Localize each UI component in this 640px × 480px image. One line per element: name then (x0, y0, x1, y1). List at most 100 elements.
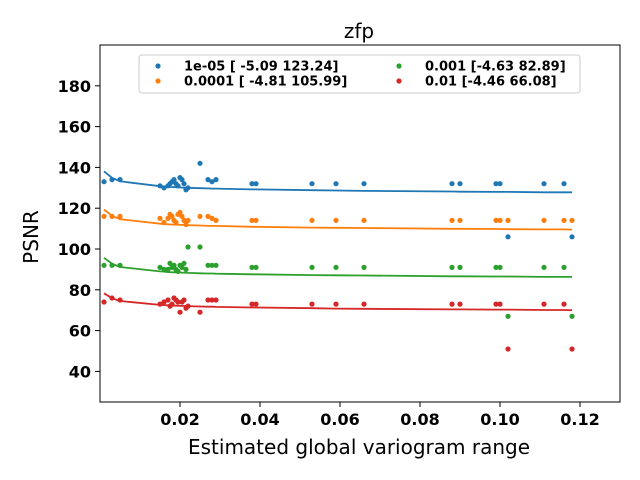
axes: 0.02 0.04 0.06 0.08 0.10 0.12 40 60 80 100 120 140 1… (58, 44, 621, 429)
legend-entry-1: 0.0001 [ -4.81 105.99] (155, 75, 347, 90)
data-point (185, 244, 191, 250)
y-tick-label: 80 (69, 281, 91, 300)
x-tick-label: 0.08 (400, 410, 439, 429)
data-point (253, 217, 259, 223)
data-point (505, 346, 511, 352)
data-point (101, 179, 107, 185)
data-point (109, 177, 115, 183)
data-point (175, 299, 181, 305)
data-point (361, 181, 367, 187)
chart-title: zfp (344, 19, 374, 43)
data-point (209, 215, 215, 221)
data-point (177, 209, 183, 215)
data-point (457, 217, 463, 223)
data-point (157, 183, 163, 189)
y-tick-label: 160 (58, 118, 91, 137)
data-point (333, 264, 339, 270)
data-point (569, 346, 575, 352)
x-tick-label: 0.04 (240, 410, 279, 429)
data-point (165, 215, 171, 221)
data-point (541, 181, 547, 187)
data-point (109, 295, 115, 301)
data-point (253, 264, 259, 270)
plot-frame (99, 44, 621, 403)
data-point (173, 219, 179, 226)
data-point (165, 266, 171, 272)
data-point (505, 217, 511, 223)
x-tick-label: 0.12 (560, 410, 599, 429)
data-point (309, 181, 315, 187)
data-point (175, 268, 181, 274)
series-2 (101, 244, 575, 319)
data-point (117, 213, 123, 219)
data-point (157, 301, 163, 307)
legend-marker (155, 78, 161, 84)
x-tick-label: 0.02 (160, 410, 199, 429)
legend-marker (155, 63, 161, 69)
data-point (505, 313, 511, 319)
data-point (449, 264, 455, 270)
series-3 (101, 292, 575, 352)
data-point (171, 177, 177, 183)
data-point (205, 262, 211, 268)
data-point (179, 213, 185, 219)
data-point (175, 183, 181, 189)
data-point (181, 260, 187, 266)
data-point (493, 301, 499, 307)
data-point (205, 213, 211, 219)
data-point (209, 297, 215, 303)
data-point (249, 264, 255, 270)
y-tick-label: 120 (58, 199, 91, 218)
data-point (569, 217, 575, 223)
y-tick-label: 100 (58, 240, 91, 259)
y-tick-label: 140 (58, 158, 91, 177)
data-point (505, 234, 511, 240)
data-point (169, 213, 175, 219)
data-point (561, 217, 567, 223)
data-point (457, 181, 463, 187)
series-1 (101, 208, 575, 231)
data-point (309, 217, 315, 223)
data-point (157, 264, 163, 270)
x-tick-label: 0.06 (320, 410, 359, 429)
legend-box (138, 54, 581, 94)
fit-line-2 (103, 257, 572, 278)
x-axis-label: Estimated global variogram range (188, 435, 530, 459)
data-point (109, 213, 115, 219)
data-point (209, 179, 215, 185)
data-point (561, 264, 567, 270)
data-point (117, 297, 123, 303)
data-point (117, 262, 123, 268)
data-point (197, 309, 203, 315)
data-point (181, 297, 187, 303)
data-point (361, 301, 367, 307)
data-point (205, 177, 211, 183)
data-point (197, 244, 203, 250)
data-point (457, 264, 463, 270)
data-point (197, 160, 203, 166)
data-point (183, 266, 189, 272)
data-point (253, 301, 259, 307)
data-point (249, 217, 255, 223)
data-point (497, 264, 503, 270)
fit-line-1 (103, 208, 573, 231)
data-point (493, 181, 499, 187)
legend-entry-0: 1e-05 [ -5.09 123.24] (155, 60, 338, 75)
data-point (185, 217, 191, 223)
data-point (457, 301, 463, 307)
data-point (161, 219, 167, 226)
legend-label: 1e-05 [ -5.09 123.24] (184, 60, 338, 75)
data-point (181, 217, 187, 223)
data-point (569, 234, 575, 240)
data-point (333, 301, 339, 307)
legend-label: 0.01 [-4.46 66.08] (425, 75, 557, 90)
data-point (109, 262, 115, 268)
data-point (185, 185, 191, 191)
data-point (185, 303, 191, 309)
data-point (541, 217, 547, 223)
data-point (205, 297, 211, 303)
data-point (569, 313, 575, 319)
x-tick-label: 0.10 (480, 410, 519, 429)
data-point (213, 177, 219, 183)
data-point (361, 217, 367, 223)
